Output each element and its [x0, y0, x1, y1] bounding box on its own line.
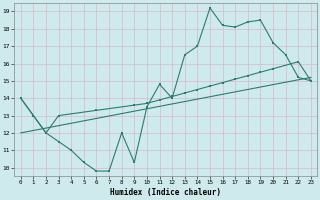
X-axis label: Humidex (Indice chaleur): Humidex (Indice chaleur)	[110, 188, 221, 197]
